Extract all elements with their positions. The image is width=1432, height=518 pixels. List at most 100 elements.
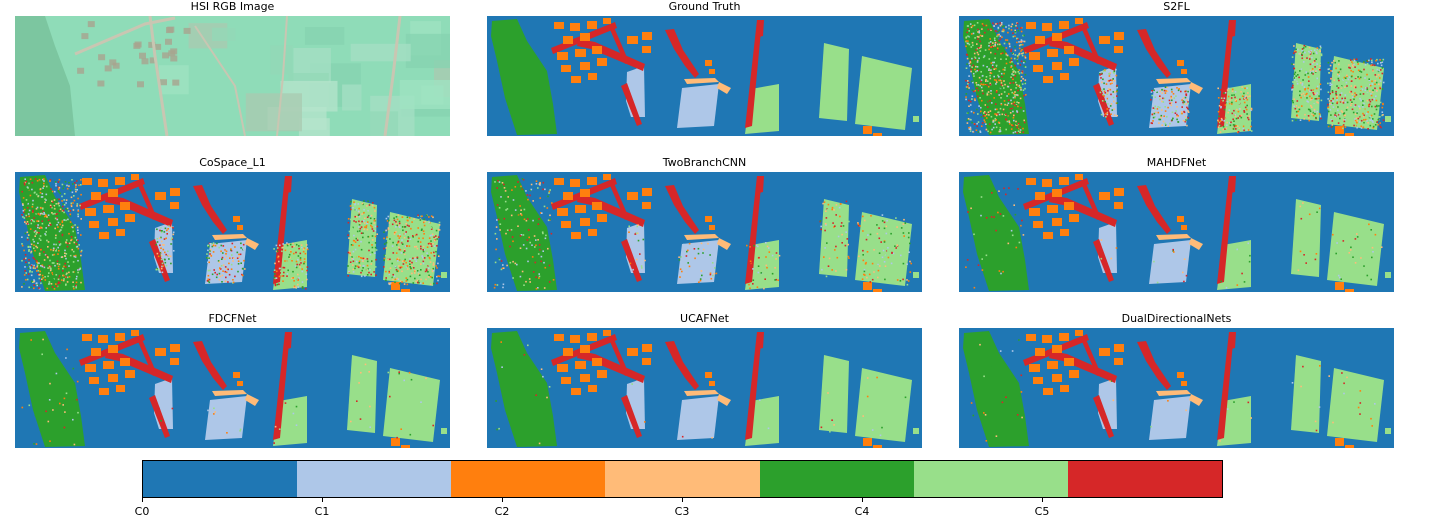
region-C2 xyxy=(108,374,118,382)
region-C2 xyxy=(115,177,125,185)
region-C5 xyxy=(819,43,849,121)
region-C2 xyxy=(1042,179,1052,187)
region-C3 xyxy=(1156,234,1191,240)
region-C2 xyxy=(575,205,586,213)
region-C2 xyxy=(580,345,590,353)
region-C5 xyxy=(1327,368,1384,442)
region-C2 xyxy=(588,229,597,236)
region-C6 xyxy=(759,20,764,37)
region-C2 xyxy=(1075,174,1083,180)
region-C2 xyxy=(873,289,882,292)
region-C2 xyxy=(627,348,638,356)
region-C2 xyxy=(1026,334,1036,341)
region-C3 xyxy=(1189,238,1203,250)
region-C2 xyxy=(1099,192,1110,200)
panel-title: FDCFNet xyxy=(208,312,257,325)
region-C2 xyxy=(1047,49,1058,57)
region-C5 xyxy=(855,56,912,130)
region-C6 xyxy=(608,25,629,64)
region-C3 xyxy=(245,394,259,406)
region-C2 xyxy=(1042,335,1052,343)
region-C2 xyxy=(1052,62,1062,70)
region-C2 xyxy=(170,202,179,209)
region-C2 xyxy=(155,192,166,200)
region-C2 xyxy=(85,364,96,372)
region-C1 xyxy=(1149,396,1191,440)
region-C1 xyxy=(1149,240,1191,284)
region-C2 xyxy=(1114,202,1123,209)
region-C2 xyxy=(1114,188,1124,196)
region-C5 xyxy=(1327,212,1384,286)
region-C2 xyxy=(1052,189,1062,197)
classification-map xyxy=(959,172,1394,292)
region-C2 xyxy=(563,192,573,200)
region-C6 xyxy=(193,185,227,234)
region-C2 xyxy=(557,208,568,216)
region-C2 xyxy=(120,202,130,210)
region-C2 xyxy=(642,202,651,209)
region-C2 xyxy=(1043,76,1053,83)
region-C5 xyxy=(855,212,912,286)
rgb-texture xyxy=(15,16,450,136)
region-C2 xyxy=(873,445,882,448)
colorbar-tick xyxy=(682,498,683,502)
region-C2 xyxy=(108,189,118,197)
misclassified-pixels xyxy=(21,178,441,290)
region-C6 xyxy=(149,239,170,282)
map-svg xyxy=(487,16,922,136)
region-C2 xyxy=(570,23,580,31)
region-C1 xyxy=(205,396,247,440)
colorbar-tick-label: C0 xyxy=(134,505,150,518)
region-C3 xyxy=(684,390,719,396)
region-C2 xyxy=(1052,374,1062,382)
colorbar-segment xyxy=(759,461,914,497)
region-C2 xyxy=(1069,58,1079,66)
region-C2 xyxy=(580,218,590,226)
region-C3 xyxy=(212,234,247,240)
region-C2 xyxy=(561,377,571,384)
region-C2 xyxy=(1035,348,1045,356)
region-C2 xyxy=(170,188,180,196)
region-C2 xyxy=(1345,289,1354,292)
region-C2 xyxy=(597,214,607,222)
region-C3 xyxy=(245,238,259,250)
region-C6 xyxy=(608,181,629,220)
region-C6 xyxy=(1137,341,1171,390)
region-C2 xyxy=(1052,33,1062,41)
region-C6 xyxy=(1080,181,1101,220)
colorbar-tick xyxy=(322,498,323,502)
map-svg xyxy=(487,328,922,448)
colorbar-tick xyxy=(142,498,143,502)
colorbar-tick-label: C5 xyxy=(1034,505,1050,518)
region-C2 xyxy=(588,385,597,392)
region-C2 xyxy=(99,232,109,239)
region-C2 xyxy=(1069,214,1079,222)
colorbar-tick-label: C3 xyxy=(674,505,690,518)
region-C2 xyxy=(627,36,638,44)
region-C2 xyxy=(1052,345,1062,353)
region-C2 xyxy=(554,178,564,185)
region-C2 xyxy=(1029,208,1040,216)
region-C6 xyxy=(621,239,642,282)
colorbar-segment xyxy=(297,461,452,497)
region-C6 xyxy=(1137,29,1171,78)
region-C2 xyxy=(170,358,179,365)
region-C6 xyxy=(665,341,699,390)
region-C4 xyxy=(19,331,85,447)
region-C2 xyxy=(1043,388,1053,395)
panel-title: DualDirectionalNets xyxy=(1121,312,1232,325)
colorbar xyxy=(142,460,1223,498)
region-C3 xyxy=(1156,390,1191,396)
region-C6 xyxy=(1217,176,1234,284)
region-C2 xyxy=(592,46,602,54)
region-C3 xyxy=(212,390,247,396)
colorbar-tick-label: C1 xyxy=(314,505,330,518)
colorbar-tick-label: C2 xyxy=(494,505,510,518)
region-C2 xyxy=(1177,60,1184,66)
region-C2 xyxy=(571,232,581,239)
region-C2 xyxy=(642,32,652,40)
region-C6 xyxy=(1080,25,1101,64)
region-C2 xyxy=(1029,52,1040,60)
colorbar-segment xyxy=(143,461,298,497)
region-C2 xyxy=(603,18,611,24)
